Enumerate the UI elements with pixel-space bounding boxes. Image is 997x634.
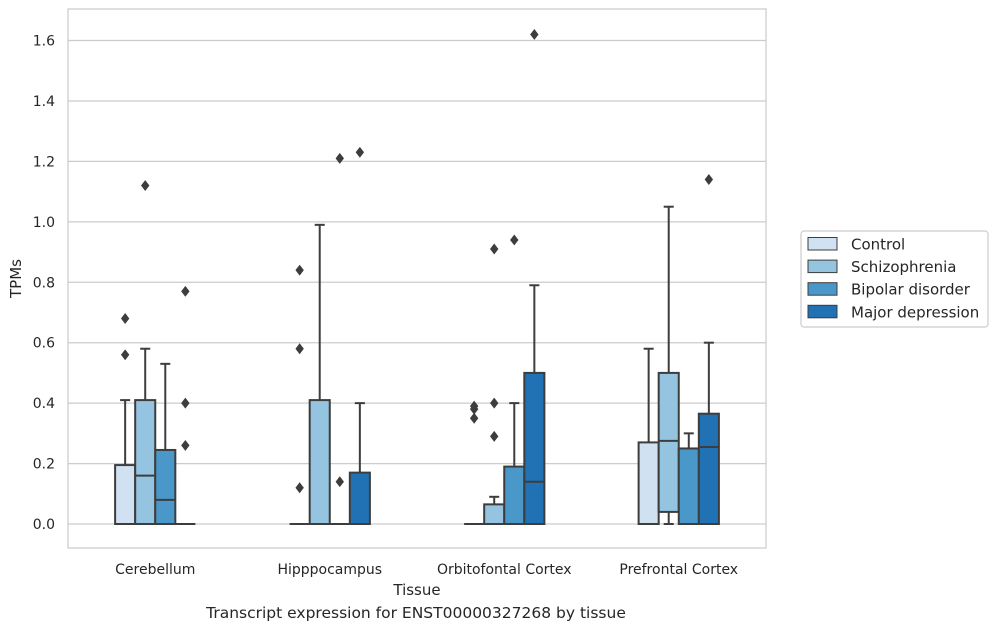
box — [348, 471, 371, 525]
box — [697, 412, 720, 526]
box-control — [637, 347, 660, 525]
outlier-point — [490, 243, 499, 255]
box — [134, 399, 157, 525]
outlier-point — [120, 313, 130, 324]
x-axis: Cerebellum Hipppocampus Orbitofontal Corte… — [115, 562, 738, 578]
y-tick-label: 0.6 — [33, 336, 55, 352]
x-tick-label: Hipppocampus — [277, 562, 382, 578]
box-bipolar-disorder — [329, 152, 350, 525]
legend-label: Major depression — [851, 303, 979, 321]
box — [114, 464, 137, 525]
outlier-point — [335, 152, 344, 164]
plot-frame — [67, 8, 767, 549]
y-axis-label: TPMs — [7, 259, 25, 299]
legend-label: Bipolar disorder — [851, 281, 971, 299]
plot-area — [114, 28, 720, 526]
outlier-point — [181, 285, 190, 297]
y-tick-label: 1.0 — [33, 215, 55, 231]
box-schizophrenia — [134, 180, 157, 525]
outlier-point — [141, 180, 150, 192]
box-control — [464, 400, 485, 525]
outlier-point — [295, 264, 304, 276]
legend-item: Major depression — [807, 303, 979, 321]
y-tick-label: 0.4 — [33, 396, 55, 412]
box-major-depression — [697, 174, 720, 526]
outlier-point — [295, 482, 304, 494]
box — [308, 399, 331, 525]
y-tick-label: 1.2 — [33, 154, 55, 170]
box — [657, 371, 680, 513]
legend-swatch — [807, 304, 838, 319]
box-bipolar-disorder — [677, 432, 700, 525]
outlier-point — [355, 146, 365, 158]
legend-label: Control — [851, 236, 905, 254]
legend-swatch — [807, 259, 838, 274]
legend-label: Schizophrenia — [851, 258, 956, 276]
legend-frame — [800, 230, 989, 328]
outlier-point — [335, 476, 344, 488]
outlier-point — [181, 439, 190, 451]
box-control — [289, 264, 310, 525]
outlier-point — [530, 28, 539, 40]
box — [483, 503, 506, 526]
y-axis: 0.0 0.2 0.4 0.6 0.8 1.0 1.2 1.4 1.6 — [33, 34, 55, 534]
box — [523, 371, 546, 525]
outlier-point — [120, 349, 130, 361]
outlier-point — [295, 343, 304, 355]
legend-swatch — [807, 282, 838, 296]
legend-item: Bipolar disorder — [807, 281, 971, 299]
box — [637, 441, 660, 525]
y-tick-label: 0.8 — [33, 275, 55, 291]
box-schizophrenia — [657, 205, 680, 525]
outlier-point — [181, 397, 190, 409]
box-bipolar-disorder — [154, 362, 177, 525]
x-tick-label: Orbitofontal Cortex — [437, 562, 572, 578]
legend-item: Control — [807, 236, 905, 254]
box-major-depression — [523, 28, 546, 525]
x-tick-label: Prefrontal Cortex — [619, 562, 738, 578]
box — [503, 465, 526, 526]
box-bipolar-disorder — [503, 234, 526, 526]
outlier-point — [490, 397, 499, 409]
box-major-depression — [175, 285, 196, 525]
outlier-point — [490, 430, 499, 442]
x-axis-label: Tissue — [392, 581, 440, 599]
box — [677, 447, 700, 525]
outlier-point — [469, 400, 479, 412]
legend-swatch — [807, 237, 838, 251]
box — [154, 448, 177, 525]
outlier-point — [469, 412, 479, 424]
legend: Control Schizophrenia Bipolar disorder Majo… — [800, 230, 989, 328]
x-tick-label: Cerebellum — [115, 562, 195, 578]
box-schizophrenia — [483, 243, 506, 526]
box-control — [114, 313, 137, 525]
y-tick-label: 0.2 — [33, 457, 55, 473]
box-schizophrenia — [308, 223, 331, 525]
outlier-point — [704, 174, 714, 185]
legend-item: Schizophrenia — [807, 258, 956, 276]
figure-caption: Transcript expression for ENST0000032726… — [206, 604, 626, 622]
outlier-point — [510, 234, 519, 246]
y-tick-label: 1.4 — [33, 94, 55, 110]
box-major-depression — [348, 146, 371, 525]
y-tick-label: 1.6 — [33, 34, 55, 50]
y-tick-label: 0.0 — [33, 517, 55, 533]
